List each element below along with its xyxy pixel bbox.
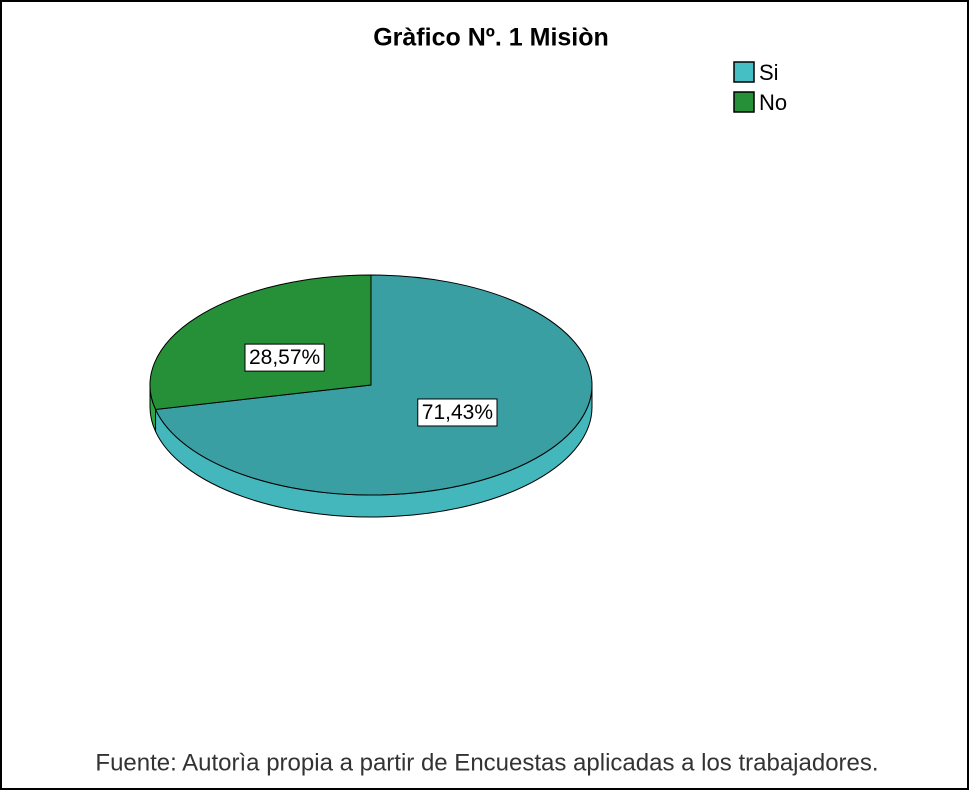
label-box [244, 343, 325, 372]
slice [149, 274, 372, 411]
legend-label: No [759, 90, 787, 115]
label-box [417, 398, 498, 427]
value-label: 28,57% [249, 346, 320, 369]
slice [154, 274, 593, 496]
chart-title: Gràfico Nº. 1 Misiòn [373, 24, 609, 52]
data-label: 71,43% [417, 398, 498, 427]
footnote: Fuente: Autorìa propia a partir de Encue… [95, 749, 878, 776]
value-label: 71,43% [422, 401, 493, 424]
legend-swatch [733, 61, 755, 83]
legend-swatch [733, 91, 755, 113]
legend-label: Si [759, 60, 779, 85]
data-label: 28,57% [244, 343, 325, 372]
